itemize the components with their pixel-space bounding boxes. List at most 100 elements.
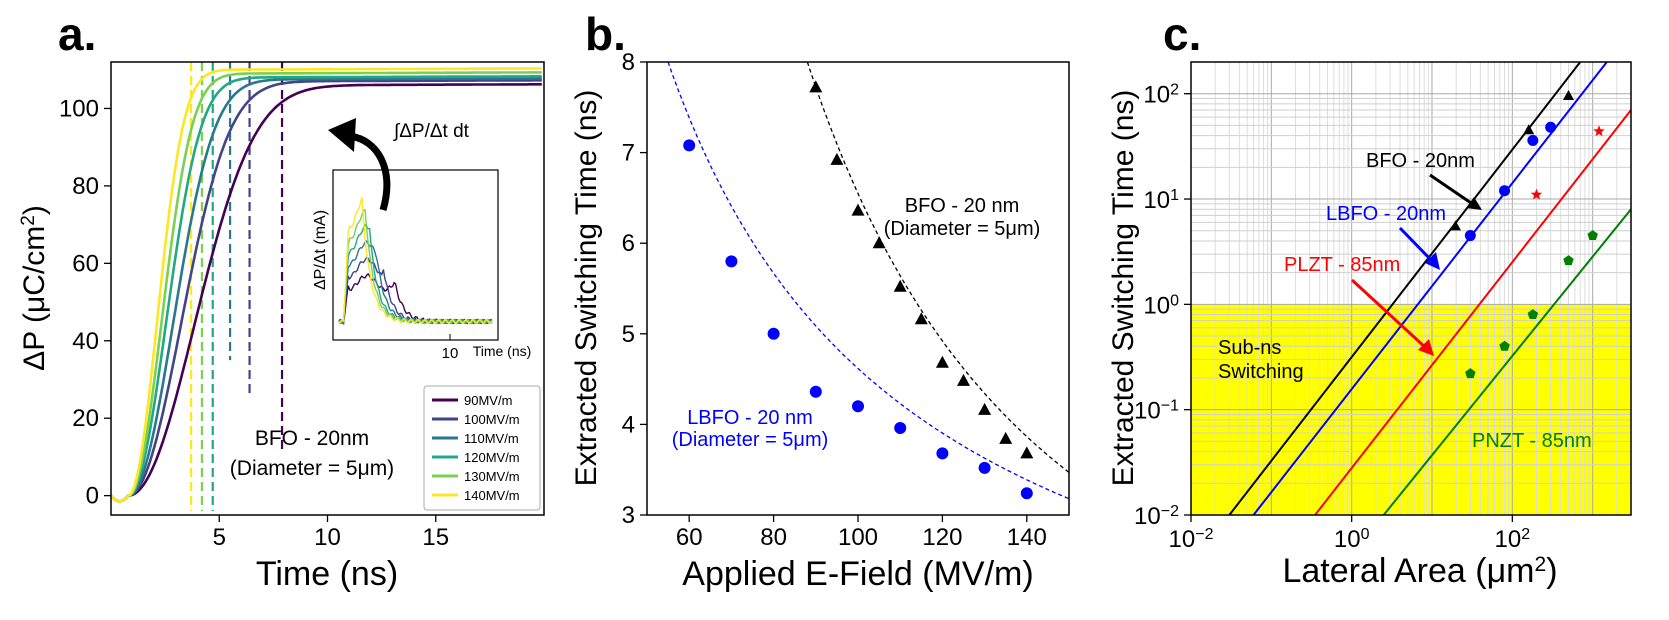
data-point <box>683 139 696 152</box>
panel-c-plot-area <box>1191 62 1631 515</box>
y-tick-label: 101 <box>1143 187 1179 215</box>
legend-label: 140MV/m <box>464 488 520 503</box>
panel-c-ylabel: Extracted Switching Time (ns) <box>1107 90 1140 487</box>
legend-label: 110MV/m <box>464 431 519 446</box>
region-label-line1: Sub-ns <box>1218 337 1281 359</box>
panel-a-inset: 10 Time (ns) ΔP/Δt (mA) <box>312 169 532 362</box>
data-point <box>1545 121 1557 133</box>
panel-c: c. 10−2 100 102 10−2 10−1 100 101 102 Lateral A… <box>1107 8 1632 590</box>
panel-b-xlabel: Applied E-Field (MV/m) <box>682 555 1033 593</box>
data-point <box>830 152 844 165</box>
x-tick-label: 10 <box>314 524 341 551</box>
y-tick-label: 4 <box>622 411 635 438</box>
y-tick-label: 60 <box>72 250 99 277</box>
label-lbfo: LBFO - 20nm <box>1326 203 1446 225</box>
x-tick-label: 5 <box>213 524 226 551</box>
series-curve <box>111 71 542 503</box>
data-point <box>1527 309 1539 319</box>
y-tick-label: 3 <box>622 502 635 529</box>
x-tick-label: 140 <box>1007 524 1047 551</box>
fit-line <box>1314 109 1631 515</box>
y-tick-label: 0 <box>86 483 99 510</box>
x-tick-label: 100 <box>838 524 878 551</box>
panel-c-label: c. <box>1163 8 1201 60</box>
label-plzt: PLZT - 85nm <box>1284 254 1400 276</box>
panel-b-annotation-bfo-1: BFO - 20 nm <box>905 195 1019 217</box>
series-curve <box>111 83 542 503</box>
arrow-plzt <box>1350 278 1428 350</box>
data-point <box>1562 90 1574 101</box>
legend-label: 120MV/m <box>464 450 520 465</box>
fit-line <box>1252 62 1608 515</box>
data-point <box>914 312 928 325</box>
data-point <box>1563 255 1574 266</box>
arrow-bfo-head <box>1466 197 1482 210</box>
data-point <box>999 431 1013 444</box>
inset-curve <box>338 197 493 325</box>
y-tick-label: 6 <box>622 230 635 257</box>
data-point <box>978 461 991 474</box>
region-label-line2: Switching <box>1218 361 1304 383</box>
y-tick-label: 10−1 <box>1134 397 1179 425</box>
data-point <box>894 422 907 435</box>
data-point <box>851 203 865 216</box>
arrow-lbfo <box>1398 226 1435 264</box>
fit-line <box>1382 208 1631 515</box>
arrow-plzt-head <box>1418 339 1434 356</box>
arrow-lbfo-head <box>1425 252 1440 270</box>
legend-box <box>423 385 541 511</box>
panel-b-annotation-lbfo-1: LBFO - 20 nm <box>687 407 813 429</box>
panel-a-ylabel: ΔP (μC/cm2) <box>18 205 52 371</box>
data-point <box>893 279 907 292</box>
data-point <box>935 355 949 368</box>
x-tick-label: 80 <box>760 524 787 551</box>
x-tick-label: 102 <box>1495 526 1531 554</box>
inset-ylabel: ΔP/Δt (mA) <box>312 210 329 290</box>
inset-x-tick-label: 10 <box>442 345 459 362</box>
integral-arrow-head <box>328 118 356 152</box>
x-tick-label: 100 <box>1334 526 1370 554</box>
panel-b-annotation-bfo-2: (Diameter = 5μm) <box>884 218 1041 240</box>
data-point <box>872 236 886 249</box>
inset-xlabel: Time (ns) <box>473 343 532 359</box>
panel-c-axes: 10−2 100 102 10−2 10−1 100 101 102 <box>1134 81 1530 553</box>
data-point <box>1527 134 1539 146</box>
inset-frame <box>332 169 499 341</box>
x-tick-label: 60 <box>676 524 703 551</box>
legend-label: 130MV/m <box>464 469 520 484</box>
data-point <box>1499 340 1510 351</box>
series-curve <box>111 79 542 503</box>
panel-a-annotation-line2: (Diameter = 5μm) <box>230 457 394 480</box>
y-tick-label: 100 <box>59 95 99 122</box>
panel-b-label: b. <box>585 8 626 60</box>
fit-curve <box>806 62 1069 473</box>
data-point <box>1020 487 1033 500</box>
data-point <box>809 385 822 398</box>
panel-a-xlabel: Time (ns) <box>256 555 398 593</box>
panel-b-ylabel: Extracted Switching Time (ns) <box>570 90 603 487</box>
legend-label: 100MV/m <box>464 412 520 427</box>
series-curve <box>111 77 542 503</box>
panel-c-xlabel: Lateral Area (μm2) <box>1282 552 1557 590</box>
data-point <box>767 327 780 340</box>
legend-label: 90MV/m <box>464 393 512 408</box>
data-point <box>1465 368 1476 379</box>
panel-a-legend: 90MV/m 100MV/m 110MV/m 120MV/m 130MV/m 140MV/… <box>423 385 541 511</box>
panel-b-axes: 60 80 100 120 140 3 4 5 6 7 8 <box>622 49 1047 551</box>
pointer-arrows <box>1350 173 1482 356</box>
series-curve <box>111 75 542 503</box>
data-point <box>725 255 738 268</box>
data-point <box>809 80 823 93</box>
x-tick-label: 120 <box>922 524 962 551</box>
data-point <box>1449 220 1461 231</box>
panel-a-annotation-line1: BFO - 20nm <box>255 427 369 450</box>
y-tick-label: 100 <box>1143 292 1179 320</box>
label-bfo: BFO - 20nm <box>1366 150 1475 172</box>
panel-a: a. 5 10 15 0 20 40 60 80 100 Time (ns) ΔP (μC/cm… <box>18 8 545 593</box>
integral-arrow <box>349 132 391 212</box>
data-point <box>936 447 949 460</box>
label-pnzt: PNZT - 85nm <box>1472 430 1592 452</box>
panel-b: b. 60 80 100 120 140 3 4 5 6 7 8 Applied E-Field (… <box>570 8 1070 593</box>
y-tick-label: 80 <box>72 173 99 200</box>
